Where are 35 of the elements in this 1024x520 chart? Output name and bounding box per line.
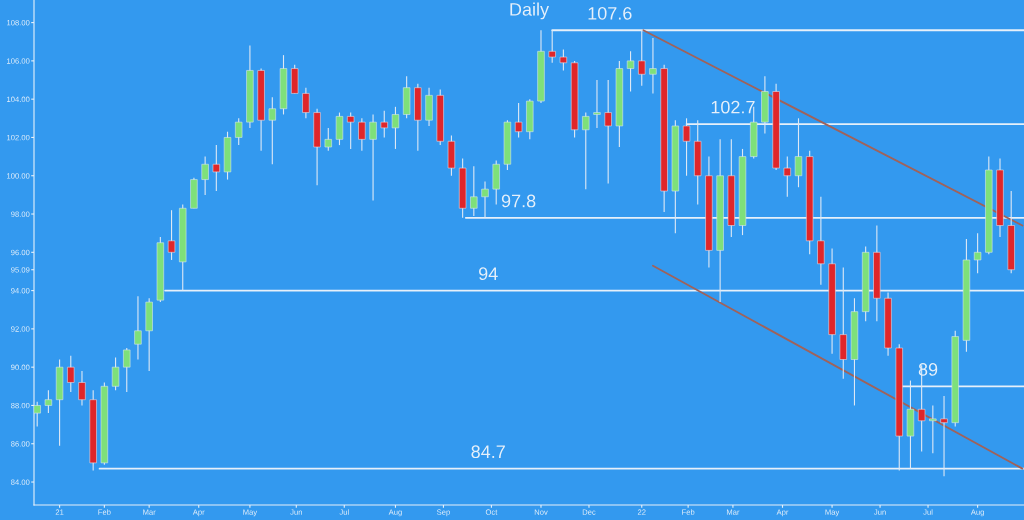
candlestick	[134, 295, 142, 361]
candlestick	[358, 117, 366, 152]
chart-title: Daily	[510, 2, 550, 20]
candlestick	[268, 96, 276, 165]
annotation: 97.8	[501, 194, 536, 208]
annotation: 102.7	[711, 100, 755, 114]
annotation: 84.7	[471, 445, 505, 459]
candlestick	[111, 357, 120, 391]
candlestick	[324, 127, 332, 152]
candlestick	[347, 112, 355, 150]
candlestick	[123, 347, 131, 393]
candlestick	[201, 156, 209, 196]
candlestick	[167, 209, 176, 261]
candlestick	[626, 50, 635, 93]
candlestick	[78, 370, 86, 407]
candlestick	[582, 112, 590, 190]
candlestick	[380, 110, 388, 139]
candlestick	[929, 404, 937, 454]
candlestick	[391, 106, 400, 150]
annotation: 94	[479, 267, 498, 281]
candlestick	[44, 389, 53, 414]
candlestick	[604, 79, 612, 184]
candlestick	[369, 113, 377, 202]
candlestick	[335, 112, 344, 146]
candlestick	[302, 87, 310, 119]
candlestick	[67, 355, 75, 393]
candlestick	[235, 117, 243, 146]
candlestick	[593, 79, 601, 129]
candlestick	[973, 232, 982, 274]
candlestick	[514, 102, 523, 139]
candlestick	[212, 144, 220, 192]
candlestick	[649, 37, 657, 94]
annotation: 107.6	[588, 6, 632, 20]
candlestick	[559, 48, 568, 72]
candlestick	[783, 156, 791, 198]
